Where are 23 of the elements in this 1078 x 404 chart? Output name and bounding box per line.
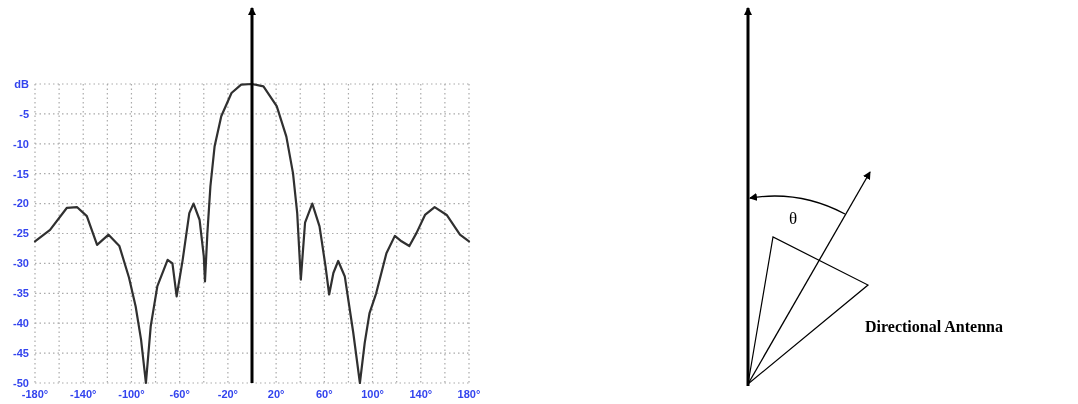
- line-series: [33, 82, 471, 385]
- x-tick-label: -20°: [217, 388, 239, 400]
- x-tick-label: -60°: [169, 388, 190, 400]
- x-tick-label: -140°: [70, 388, 97, 400]
- y-tick-label: -30: [13, 257, 29, 270]
- y-tick-label: -50: [13, 376, 29, 389]
- x-tick-label: 180°: [457, 388, 481, 400]
- x-tick-label: 100°: [361, 388, 384, 400]
- y-axis-title: dB: [14, 77, 30, 90]
- y-tick-label: -25: [13, 227, 29, 240]
- x-tick-label: 20°: [267, 388, 285, 400]
- x-tick-label: 140°: [409, 388, 433, 400]
- y-tick-label: -35: [13, 287, 29, 300]
- x-tick-label: -180°: [21, 388, 49, 400]
- y-tick-label: -20: [13, 197, 29, 210]
- y-tick-label: -45: [13, 346, 29, 359]
- antenna-diagram: θ Directional Antenna: [744, 7, 1003, 386]
- x-tick-label: -100°: [118, 388, 145, 400]
- y-tick-label: -5: [19, 107, 29, 120]
- y-tick-label: -10: [13, 137, 29, 150]
- y-tick-label: -15: [13, 167, 29, 180]
- x-tick-label: 60°: [316, 388, 333, 400]
- y-tick-label: -40: [13, 317, 29, 330]
